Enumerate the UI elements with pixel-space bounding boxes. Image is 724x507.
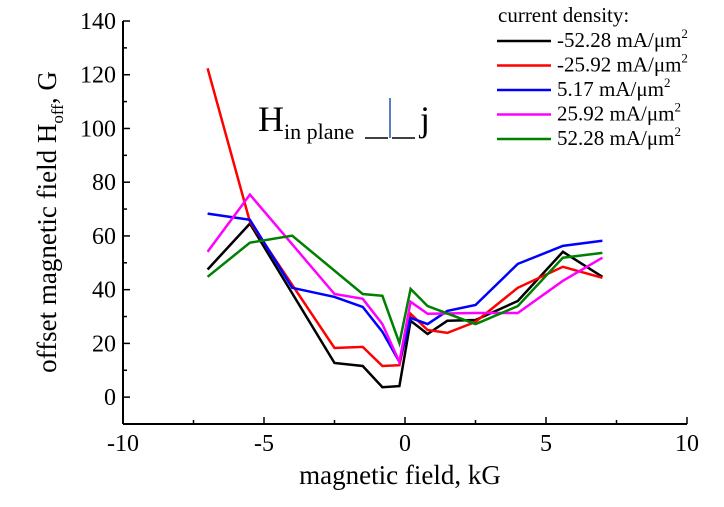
annotation: Hin plane: [258, 99, 354, 144]
legend-label: -25.92 mA/μm2: [557, 51, 688, 77]
x-tick-label: 5: [540, 431, 552, 457]
x-tick-label: 0: [399, 431, 411, 457]
perpendicular-symbol: [365, 98, 415, 139]
y-tick-label: 140: [80, 9, 116, 35]
y-tick-label: 80: [92, 170, 116, 196]
y-tick-label: 0: [104, 385, 116, 411]
y-tick-label: 20: [92, 331, 116, 357]
y-axis-title: offset magnetic field Hoff, G: [32, 71, 67, 373]
series-line-4: [206, 192, 604, 367]
x-tick-label: -5: [254, 431, 274, 457]
legend-label: 5.17 mA/μm2: [557, 75, 670, 101]
y-tick-label: 40: [92, 278, 116, 304]
legend-label: 25.92 mA/μm2: [557, 100, 681, 126]
y-tick-label: 60: [92, 224, 116, 250]
x-tick-label: 10: [675, 431, 699, 457]
legend-title: current density:: [498, 3, 629, 27]
legend-label: 52.28 mA/μm2: [557, 124, 681, 150]
series-line-3: [207, 212, 603, 366]
legend: current density: -52.28 mA/μm2-25.92 mA/…: [497, 3, 688, 150]
plot-area: [206, 67, 604, 389]
x-tick-label: -10: [107, 431, 139, 457]
series-line-2: [206, 67, 603, 368]
annotation-j: j: [418, 99, 430, 139]
legend-label: -52.28 mA/μm2: [557, 26, 688, 52]
y-tick-label: 100: [80, 116, 116, 142]
x-axis-title: magnetic field, kG: [299, 460, 501, 490]
y-tick-label: 120: [80, 63, 116, 89]
series-line-5: [206, 234, 603, 348]
